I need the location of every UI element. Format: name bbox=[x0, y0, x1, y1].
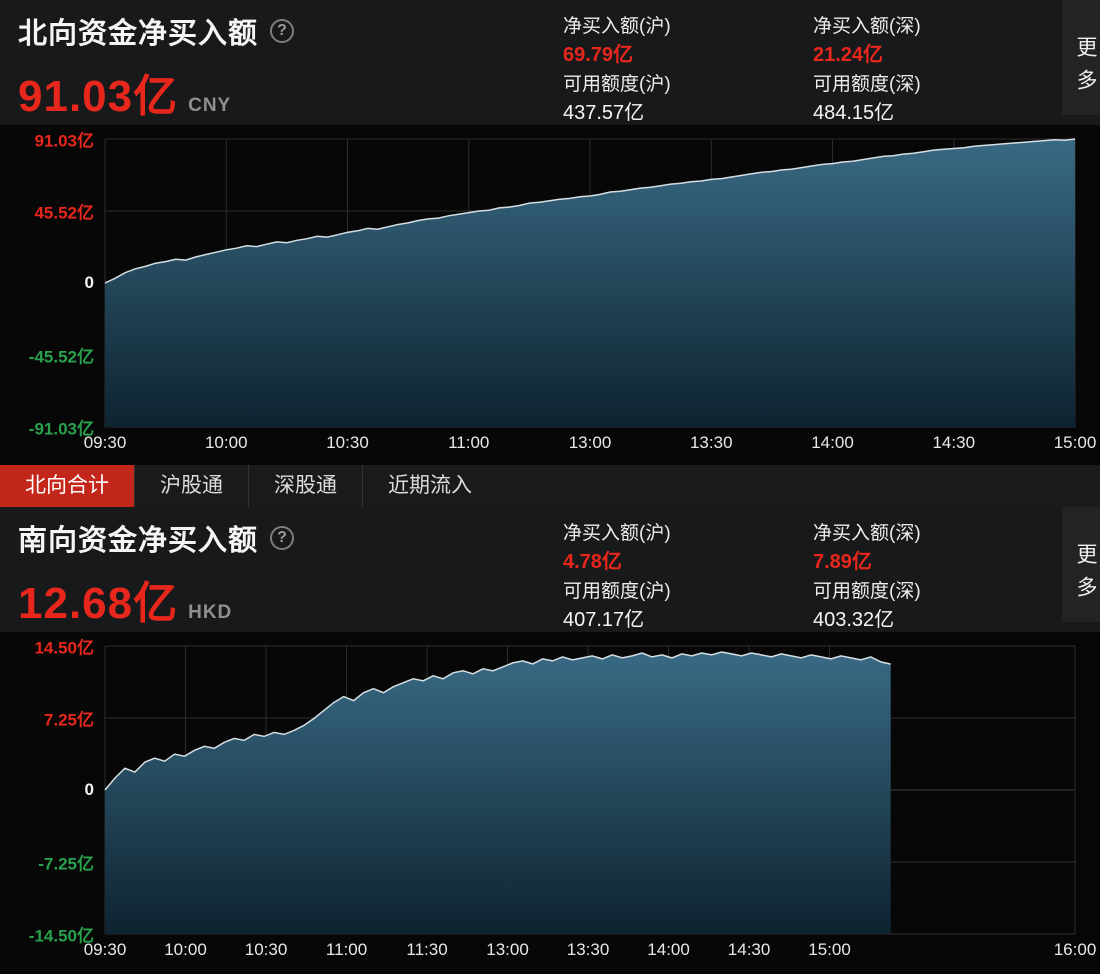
southbound-title: 南向资金净买入额 bbox=[18, 525, 259, 557]
more-button[interactable]: 更多 bbox=[1062, 0, 1100, 115]
southbound-panel: 南向资金净买入额 ? 12.68亿 HKD 净买入额(沪) 4.78亿 可用额度… bbox=[0, 507, 1100, 972]
y-axis-labels: 91.03亿 45.52亿 0 -45.52亿 -91.03亿 bbox=[28, 131, 94, 439]
stat-value: 407.17亿 bbox=[563, 609, 645, 631]
southbound-net-buy-value: 12.68亿 bbox=[18, 579, 179, 628]
southbound-currency-label: HKD bbox=[188, 602, 233, 623]
stat-label: 可用额度(沪) bbox=[563, 74, 671, 95]
tab-north-total[interactable]: 北向合计 bbox=[0, 465, 134, 507]
chart-plot-area[interactable] bbox=[104, 645, 1076, 935]
stat-label: 净买入额(深) bbox=[813, 523, 921, 544]
northbound-currency-label: CNY bbox=[188, 95, 232, 116]
help-icon[interactable]: ? bbox=[270, 526, 295, 550]
stat-label: 可用额度(深) bbox=[813, 581, 921, 602]
northbound-chart[interactable]: 91.03亿 45.52亿 0 -45.52亿 -91.03亿 09:30 10:00 10… bbox=[0, 125, 1100, 465]
northbound-stats: 净买入额(沪) 69.79亿 可用额度(沪) 437.57亿 净买入额(深) 2… bbox=[563, 12, 1063, 128]
stat-value: 69.79亿 bbox=[563, 44, 634, 66]
y-axis-labels: 14.50亿 7.25亿 0 -7.25亿 -14.50亿 bbox=[28, 638, 94, 946]
northbound-header: 北向资金净买入额 ? 91.03亿 CNY 净买入额(沪) 69.79亿 可用额… bbox=[0, 0, 1100, 125]
stat-value: 4.78亿 bbox=[563, 551, 622, 573]
stat-label: 净买入额(深) bbox=[813, 16, 921, 37]
northbound-title: 北向资金净买入额 bbox=[18, 18, 259, 50]
stat-value: 403.32亿 bbox=[813, 609, 895, 631]
stat-value: 484.15亿 bbox=[813, 102, 895, 124]
northbound-net-buy-value: 91.03亿 bbox=[18, 72, 179, 121]
flow-tabs: 北向合计 沪股通 深股通 近期流入 bbox=[0, 465, 1100, 507]
tab-recent-flow[interactable]: 近期流入 bbox=[362, 465, 497, 507]
chart-plot-area[interactable] bbox=[104, 138, 1076, 428]
stat-value: 437.57亿 bbox=[563, 102, 645, 124]
stat-label: 可用额度(沪) bbox=[563, 581, 671, 602]
southbound-header: 南向资金净买入额 ? 12.68亿 HKD 净买入额(沪) 4.78亿 可用额度… bbox=[0, 507, 1100, 632]
northbound-panel: 北向资金净买入额 ? 91.03亿 CNY 净买入额(沪) 69.79亿 可用额… bbox=[0, 0, 1100, 465]
stat-label: 净买入额(沪) bbox=[563, 523, 671, 544]
tab-sh-connect[interactable]: 沪股通 bbox=[134, 465, 248, 507]
southbound-stats: 净买入额(沪) 4.78亿 可用额度(沪) 407.17亿 净买入额(深) 7.… bbox=[563, 519, 1063, 635]
more-button[interactable]: 更多 bbox=[1062, 507, 1100, 622]
x-axis-labels: 09:30 10:00 10:30 11:00 13:00 13:30 14:00 14:30… bbox=[83, 433, 1097, 452]
stat-value: 7.89亿 bbox=[813, 551, 872, 573]
help-icon[interactable]: ? bbox=[270, 19, 295, 43]
stat-label: 净买入额(沪) bbox=[563, 16, 671, 37]
stat-value: 21.24亿 bbox=[813, 44, 884, 66]
x-axis-labels: 09:30 10:00 10:30 11:00 11:30 13:00 13:30 14:00… bbox=[83, 940, 1097, 959]
tab-sz-connect[interactable]: 深股通 bbox=[248, 465, 362, 507]
southbound-chart[interactable]: 14.50亿 7.25亿 0 -7.25亿 -14.50亿 09:30 10:00 10:3… bbox=[0, 632, 1100, 972]
stat-label: 可用额度(深) bbox=[813, 74, 921, 95]
